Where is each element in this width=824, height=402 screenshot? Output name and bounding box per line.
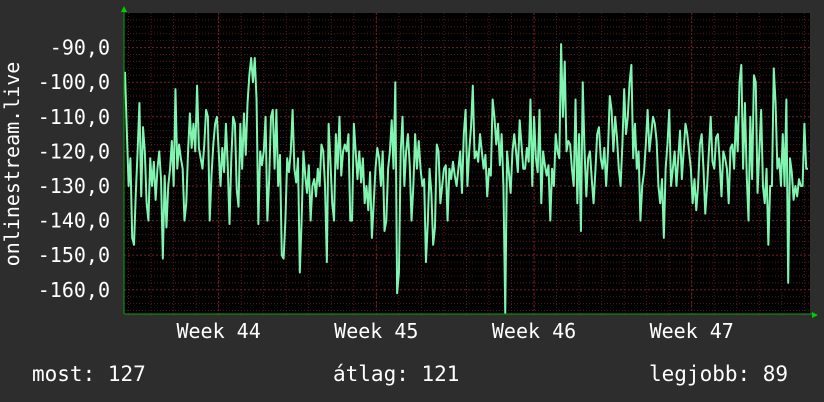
current-value: most: 127 (32, 362, 146, 386)
x-tick-label: Week 44 (176, 319, 260, 343)
y-tick-label: -130,0 (38, 174, 110, 198)
x-tick-label: Week 45 (334, 319, 418, 343)
series-line (124, 43, 808, 314)
y-tick-label: -160,0 (38, 278, 110, 302)
x-tick-label: Week 46 (492, 319, 576, 343)
y-tick-label: -110,0 (38, 105, 110, 129)
y-tick-label: -100,0 (38, 70, 110, 94)
y-axis-label: onlinestream.live (0, 62, 24, 267)
y-axis-ticks: -90,0 -100,0 -110,0 -120,0 -130,0 -140,0 -150,… (38, 36, 110, 302)
x-axis-arrow-icon (812, 312, 818, 318)
x-axis-ticks: Week 44 Week 45 Week 46 Week 47 (176, 319, 733, 343)
y-axis-arrow-icon (121, 6, 127, 12)
x-tick-label: Week 47 (650, 319, 734, 343)
y-tick-label: -90,0 (50, 36, 110, 60)
y-tick-label: -150,0 (38, 243, 110, 267)
series-group (123, 11, 812, 315)
best-value: legjobb: 89 (649, 362, 789, 386)
y-tick-label: -140,0 (38, 209, 110, 233)
y-tick-label: -120,0 (38, 139, 110, 163)
average-value: átlag: 121 (333, 362, 460, 386)
